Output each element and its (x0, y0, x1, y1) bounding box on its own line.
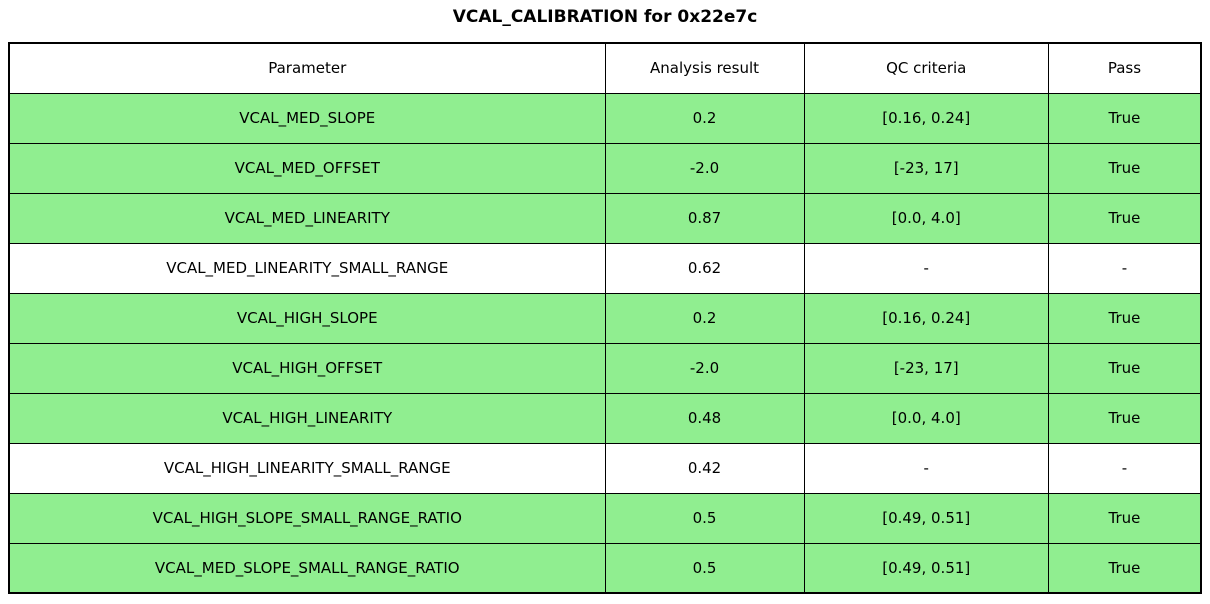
header-analysis-result: Analysis result (604, 42, 805, 94)
pass-cell: True (1047, 492, 1202, 544)
header-qc-criteria: QC criteria (803, 42, 1049, 94)
parameter-cell: VCAL_HIGH_SLOPE (8, 292, 606, 344)
parameter-cell: VCAL_HIGH_OFFSET (8, 342, 606, 394)
parameter-cell: VCAL_HIGH_LINEARITY (8, 392, 606, 444)
table-row: VCAL_HIGH_SLOPE 0.2 [0.16, 0.24] True (8, 292, 1202, 344)
header-parameter: Parameter (8, 42, 606, 94)
qc-cell: [0.49, 0.51] (803, 542, 1049, 594)
result-cell: 0.5 (604, 492, 805, 544)
table-row: VCAL_MED_SLOPE_SMALL_RANGE_RATIO 0.5 [0.… (8, 542, 1202, 594)
result-cell: 0.5 (604, 542, 805, 594)
parameter-cell: VCAL_MED_LINEARITY_SMALL_RANGE (8, 242, 606, 294)
parameter-cell: VCAL_MED_SLOPE (8, 92, 606, 144)
result-cell: 0.2 (604, 92, 805, 144)
table-row: VCAL_MED_LINEARITY 0.87 [0.0, 4.0] True (8, 192, 1202, 244)
pass-cell: True (1047, 542, 1202, 594)
table-row: VCAL_HIGH_OFFSET -2.0 [-23, 17] True (8, 342, 1202, 394)
table-row: VCAL_HIGH_LINEARITY_SMALL_RANGE 0.42 - - (8, 442, 1202, 494)
pass-cell: - (1047, 242, 1202, 294)
pass-cell: True (1047, 142, 1202, 194)
qc-cell: - (803, 242, 1049, 294)
parameter-cell: VCAL_MED_OFFSET (8, 142, 606, 194)
qc-cell: [0.0, 4.0] (803, 392, 1049, 444)
result-cell: 0.2 (604, 292, 805, 344)
result-cell: 0.87 (604, 192, 805, 244)
qc-cell: [0.16, 0.24] (803, 92, 1049, 144)
pass-cell: True (1047, 392, 1202, 444)
parameter-cell: VCAL_MED_SLOPE_SMALL_RANGE_RATIO (8, 542, 606, 594)
qc-cell: [0.49, 0.51] (803, 492, 1049, 544)
parameter-cell: VCAL_HIGH_SLOPE_SMALL_RANGE_RATIO (8, 492, 606, 544)
pass-cell: True (1047, 342, 1202, 394)
header-pass: Pass (1047, 42, 1202, 94)
result-cell: -2.0 (604, 142, 805, 194)
result-cell: 0.48 (604, 392, 805, 444)
pass-cell: True (1047, 92, 1202, 144)
table-row: VCAL_MED_SLOPE 0.2 [0.16, 0.24] True (8, 92, 1202, 144)
table-row: VCAL_HIGH_SLOPE_SMALL_RANGE_RATIO 0.5 [0… (8, 492, 1202, 544)
qc-cell: [-23, 17] (803, 342, 1049, 394)
pass-cell: - (1047, 442, 1202, 494)
qc-cell: [0.16, 0.24] (803, 292, 1049, 344)
table-row: VCAL_MED_LINEARITY_SMALL_RANGE 0.62 - - (8, 242, 1202, 294)
qc-cell: - (803, 442, 1049, 494)
result-cell: -2.0 (604, 342, 805, 394)
qc-cell: [0.0, 4.0] (803, 192, 1049, 244)
table-header-row: Parameter Analysis result QC criteria Pa… (8, 42, 1202, 94)
parameter-cell: VCAL_HIGH_LINEARITY_SMALL_RANGE (8, 442, 606, 494)
table-row: VCAL_MED_OFFSET -2.0 [-23, 17] True (8, 142, 1202, 194)
page-title: VCAL_CALIBRATION for 0x22e7c (452, 7, 758, 27)
parameter-cell: VCAL_MED_LINEARITY (8, 192, 606, 244)
result-cell: 0.62 (604, 242, 805, 294)
pass-cell: True (1047, 292, 1202, 344)
table-row: VCAL_HIGH_LINEARITY 0.48 [0.0, 4.0] True (8, 392, 1202, 444)
pass-cell: True (1047, 192, 1202, 244)
result-cell: 0.42 (604, 442, 805, 494)
qc-results-table: Parameter Analysis result QC criteria Pa… (8, 42, 1202, 594)
qc-cell: [-23, 17] (803, 142, 1049, 194)
